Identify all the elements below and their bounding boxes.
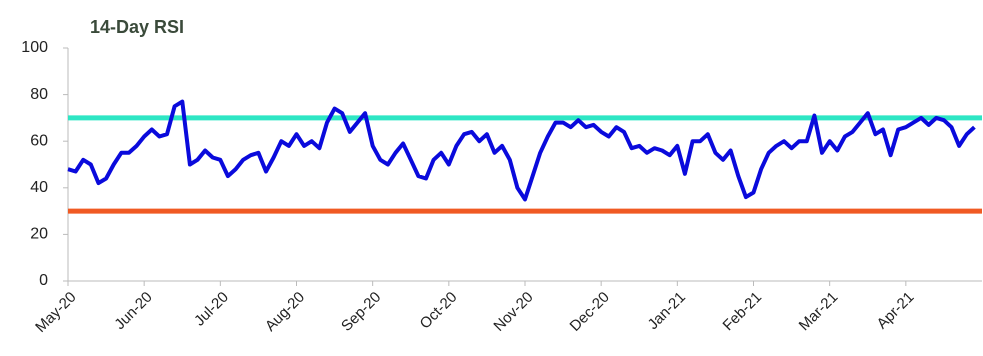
x-tick-label: Jul-20 (191, 289, 232, 330)
rsi-line (67, 99, 976, 202)
y-tick-label: 0 (39, 272, 48, 289)
x-tick-label: Mar-21 (796, 289, 842, 335)
y-tick-label: 40 (30, 179, 48, 196)
y-tick-label: 80 (30, 86, 48, 103)
x-tick-label: Oct-20 (417, 289, 461, 333)
y-tick-label: 20 (30, 226, 48, 243)
x-tick-label: Apr-21 (874, 289, 918, 333)
chart-title: 14-Day RSI (90, 17, 184, 37)
x-tick-label: Jan-21 (645, 289, 689, 333)
x-tick-label: Nov-20 (490, 289, 536, 335)
y-tick-label: 100 (21, 39, 48, 56)
x-tick-label: May-20 (32, 289, 79, 336)
y-tick-label: 60 (30, 132, 48, 149)
x-tick-label: Sep-20 (338, 289, 384, 335)
x-tick-label: Dec-20 (567, 289, 613, 335)
x-tick-label: Feb-21 (720, 289, 766, 335)
x-tick-label: Aug-20 (262, 289, 308, 335)
x-tick-label: Jun-20 (111, 289, 155, 333)
